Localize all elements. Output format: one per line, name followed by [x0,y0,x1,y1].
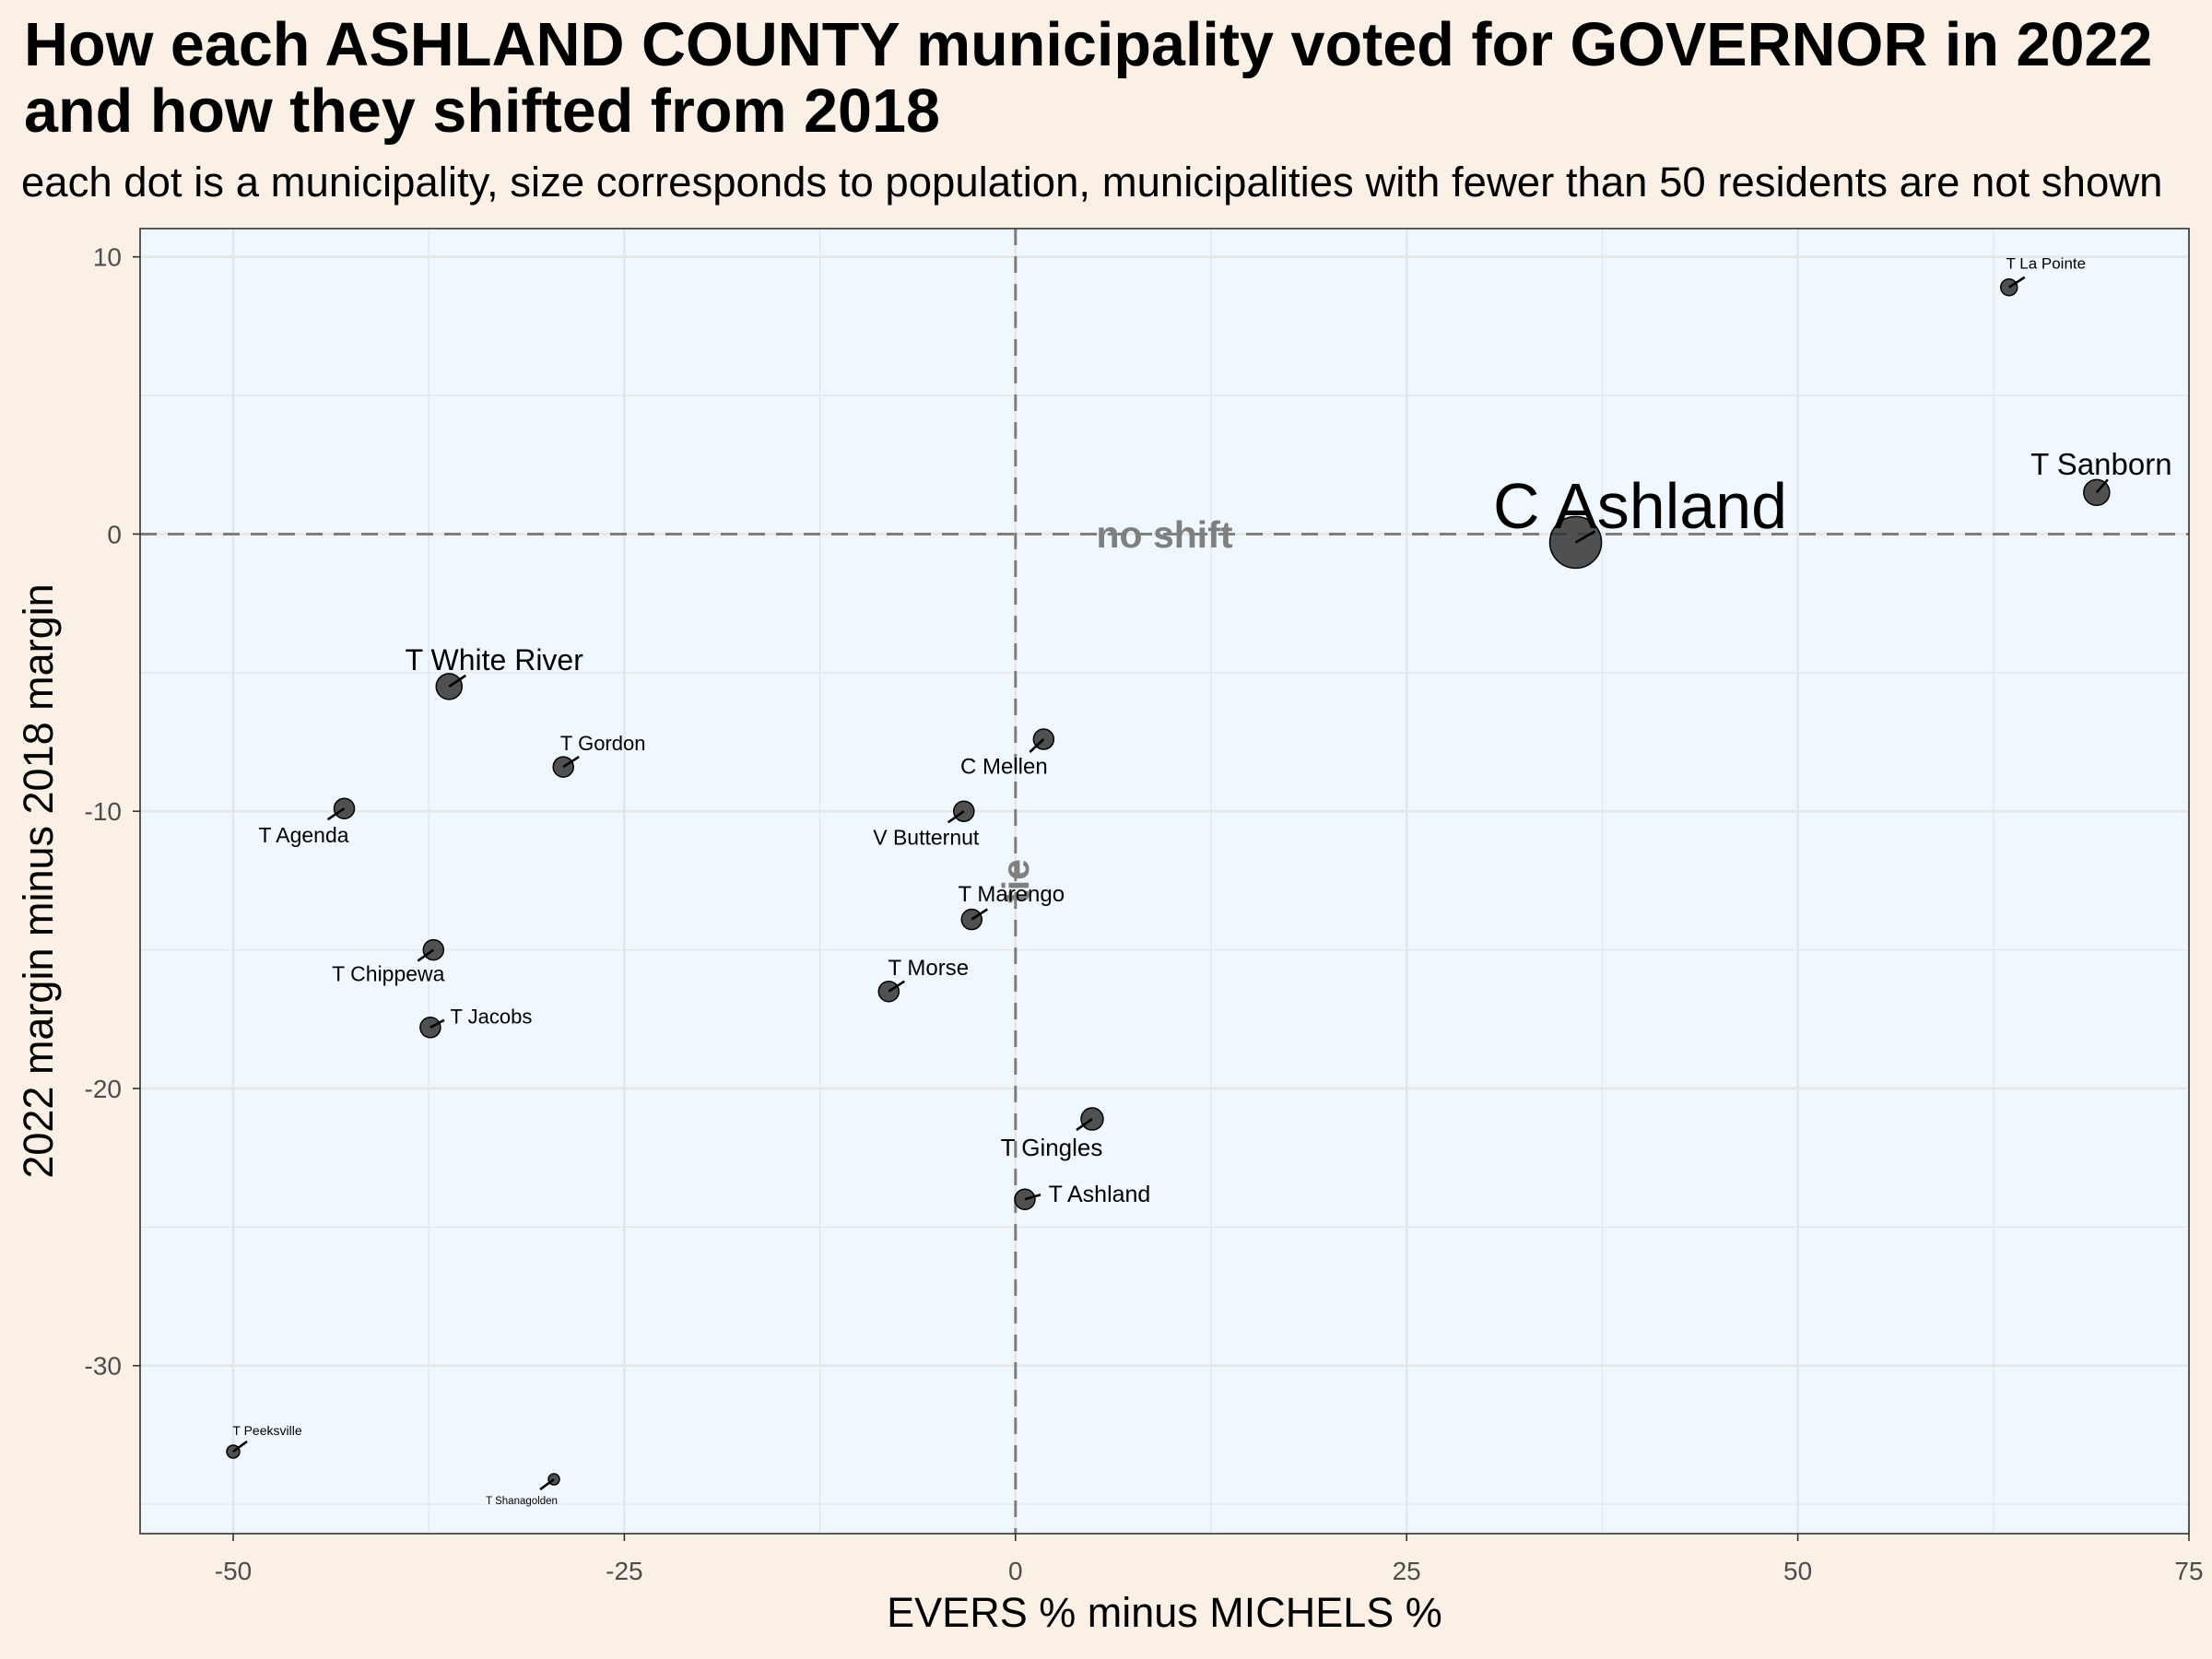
point-label: T Jacobs [450,1006,532,1029]
x-tick-label: 50 [1783,1557,1812,1585]
x-tick-label: 0 [1008,1557,1023,1585]
y-axis: -30 -20 -10 0 10 [85,243,140,1381]
point-label: T Marengo [958,882,1065,907]
label-segment [562,755,580,769]
point-label: C Mellen [960,754,1048,779]
plot-panel [140,229,2189,1534]
label-segment [1029,738,1045,753]
point-label: T Peeksville [232,1423,301,1438]
label-segment [429,1018,445,1029]
label-segment [417,948,435,962]
y-tick-label: 10 [93,243,122,272]
y-tick-label: -10 [85,797,122,826]
label-segment [539,1478,555,1491]
x-axis-title: EVERS % minus MICHELS % [887,1589,1442,1636]
x-tick-label: 25 [1393,1557,1421,1585]
point-label: T Gingles [1001,1134,1103,1161]
y-tick-label: -30 [85,1352,122,1381]
label-segment [1024,1194,1041,1201]
points [226,278,2111,1486]
label-segment [888,980,906,993]
point-label: T Agenda [259,823,349,847]
x-tick-label: 75 [2174,1557,2203,1585]
label-segment [971,908,988,921]
label-segments [232,276,2109,1491]
y-tick-label: -20 [85,1075,122,1103]
point-label: T La Pointe [2006,255,2086,273]
chart-title-line-1: How each ASHLAND COUNTY municipality vot… [24,11,2153,79]
point-label: T Chippewa [332,962,445,986]
no-shift-annotation: no shift [1096,513,1232,556]
tie-annotation: tie [994,859,1037,903]
x-axis: -50 -25 0 25 50 75 [215,1534,2204,1585]
point-label: T Gordon [560,732,646,755]
label-segment [947,810,965,824]
point-labels: T La Pointe T Sanborn C Ashland T White Riv… [232,255,2171,1507]
point-label: T Shanagolden [486,1496,558,1507]
point-label: T Ashland [1049,1182,1151,1207]
x-tick-label: -25 [606,1557,642,1585]
point-label: T Sanborn [2030,447,2172,481]
label-segment [1574,530,1596,544]
point-label: C Ashland [1493,470,1787,542]
point-label: T Morse [888,956,970,981]
chart-title-line-2: and how they shifted from 2018 [24,77,940,146]
panel-border [139,228,2190,1535]
label-segment [232,1440,248,1453]
label-segment [326,807,346,821]
point-label: T White River [406,643,584,677]
label-segment [2008,276,2026,288]
y-axis-title: 2022 margin minus 2018 margin [15,583,62,1178]
point-label: V Butternut [873,825,980,849]
label-segment [2095,478,2109,494]
y-tick-label: 0 [107,520,122,548]
chart-subtitle: each dot is a municipality, size corresp… [21,159,2163,206]
chart-title: How each ASHLAND COUNTY municipality vot… [24,12,2152,145]
x-tick-label: -50 [215,1557,252,1585]
label-segment [448,674,466,688]
label-segment [1076,1117,1093,1132]
